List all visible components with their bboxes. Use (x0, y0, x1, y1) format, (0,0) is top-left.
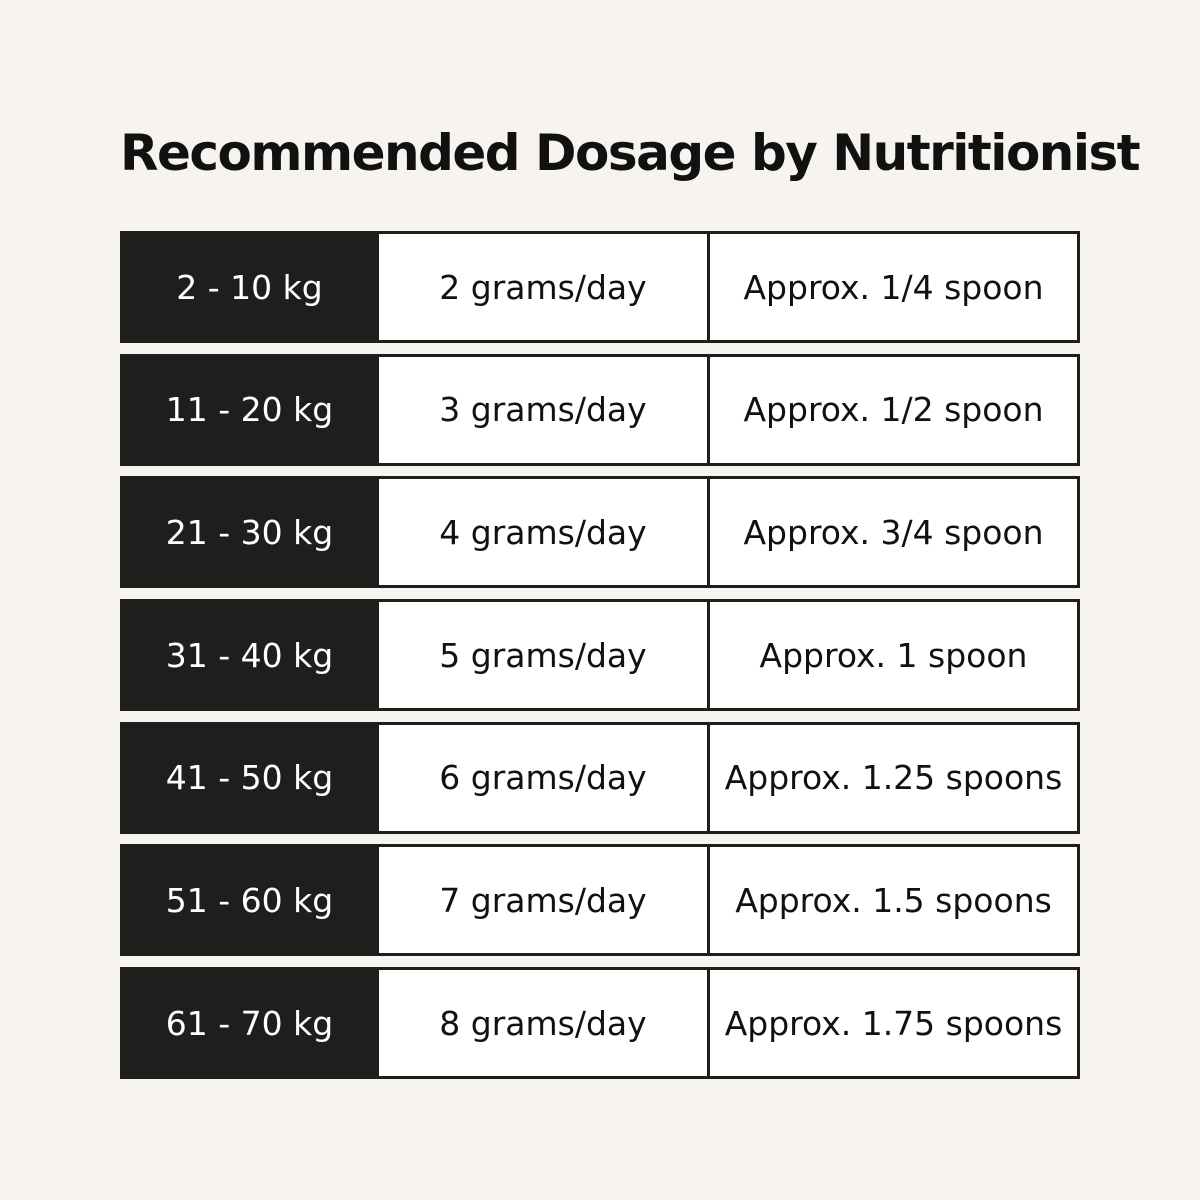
daily-dose: 6 grams/day (376, 724, 707, 831)
table-row: 11 - 20 kg 3 grams/day Approx. 1/2 spoon (120, 353, 1080, 466)
spoon-amount: Approx. 1.5 spoons (707, 847, 1077, 954)
weight-range: 21 - 30 kg (123, 479, 376, 586)
table-row: 41 - 50 kg 6 grams/day Approx. 1.25 spoons (120, 721, 1080, 834)
spoon-amount: Approx. 1/2 spoon (707, 356, 1077, 463)
daily-dose: 3 grams/day (376, 356, 707, 463)
weight-range: 61 - 70 kg (123, 970, 376, 1077)
table-row: 21 - 30 kg 4 grams/day Approx. 3/4 spoon (120, 476, 1080, 589)
daily-dose: 2 grams/day (376, 234, 707, 340)
table-row: 61 - 70 kg 8 grams/day Approx. 1.75 spoons (120, 967, 1080, 1080)
daily-dose: 8 grams/day (376, 970, 707, 1077)
daily-dose: 5 grams/day (376, 602, 707, 709)
spoon-amount: Approx. 3/4 spoon (707, 479, 1077, 586)
weight-range: 41 - 50 kg (123, 724, 376, 831)
table-row: 51 - 60 kg 7 grams/day Approx. 1.5 spoons (120, 844, 1080, 957)
weight-range: 31 - 40 kg (123, 602, 376, 709)
daily-dose: 7 grams/day (376, 847, 707, 954)
weight-range: 11 - 20 kg (123, 356, 376, 463)
dosage-table: 2 - 10 kg 2 grams/day Approx. 1/4 spoon 11 … (120, 231, 1080, 1090)
weight-range: 2 - 10 kg (123, 234, 376, 340)
table-row: 31 - 40 kg 5 grams/day Approx. 1 spoon (120, 599, 1080, 712)
spoon-amount: Approx. 1/4 spoon (707, 234, 1077, 340)
spoon-amount: Approx. 1 spoon (707, 602, 1077, 709)
title: Recommended Dosage by Nutritionist (120, 124, 1141, 182)
table-row: 2 - 10 kg 2 grams/day Approx. 1/4 spoon (120, 231, 1080, 343)
weight-range: 51 - 60 kg (123, 847, 376, 954)
spoon-amount: Approx. 1.25 spoons (707, 724, 1077, 831)
daily-dose: 4 grams/day (376, 479, 707, 586)
spoon-amount: Approx. 1.75 spoons (707, 970, 1077, 1077)
